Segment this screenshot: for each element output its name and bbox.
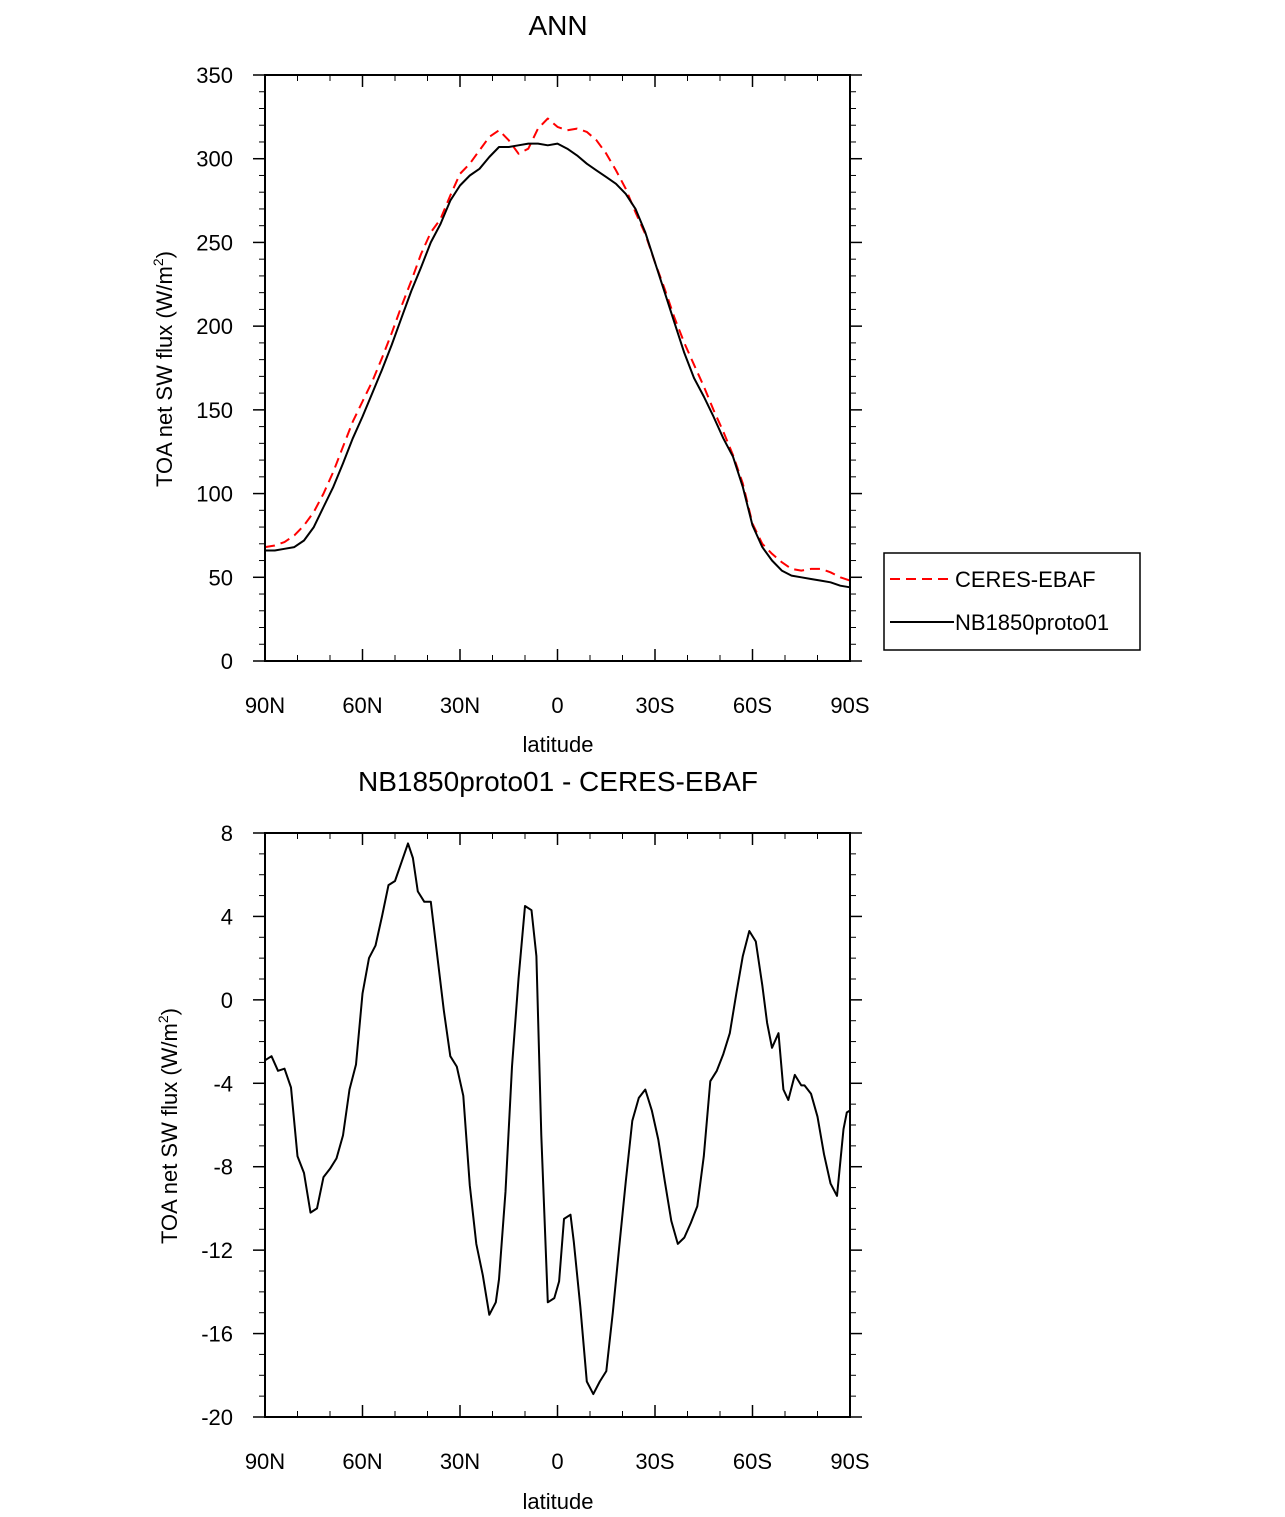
x-tick-label: 60S xyxy=(733,693,772,718)
legend: CERES-EBAF NB1850proto01 xyxy=(883,552,1141,651)
y-axis-label: TOA net SW flux (W/m2) xyxy=(150,251,177,487)
series-line-nb1850proto01 xyxy=(265,142,851,589)
y-tick-label: 100 xyxy=(196,482,233,507)
plot-lines xyxy=(264,117,851,589)
x-tick-label: 60S xyxy=(733,1449,772,1474)
x-tick-label: 90N xyxy=(245,1449,285,1474)
chart-panel-difference: NB1850proto01 - CERES-EBAF TOA net SW fl… xyxy=(155,766,870,1514)
y-axis-label-superscript: 2 xyxy=(155,1015,171,1023)
axis-ticks: 90N 60N 30N 0 30S 60S 90S -20 -16 -12 -8 -4 0 4 8 xyxy=(201,821,869,1474)
y-tick-label: -20 xyxy=(201,1405,233,1430)
series-line-difference xyxy=(264,842,851,1396)
plot-lines xyxy=(264,842,851,1396)
x-tick-label: 60N xyxy=(342,1449,382,1474)
x-tick-label: 30N xyxy=(440,1449,480,1474)
y-axis-label-close: ) xyxy=(157,1008,182,1015)
chart-panel-mean: ANN TOA net SW flux (W/m2) latitude 90N 6… xyxy=(150,10,870,757)
x-tick-label: 0 xyxy=(551,1449,563,1474)
y-tick-label: 50 xyxy=(209,565,233,590)
series-line-ceres-ebaf xyxy=(264,117,851,582)
y-tick-label: -12 xyxy=(201,1238,233,1263)
legend-label-nb1850proto01: NB1850proto01 xyxy=(955,610,1109,635)
x-tick-label: 0 xyxy=(551,693,563,718)
y-tick-label: 0 xyxy=(221,988,233,1013)
y-tick-label: 350 xyxy=(196,63,233,88)
x-tick-label: 90S xyxy=(830,1449,869,1474)
chart-title: NB1850proto01 - CERES-EBAF xyxy=(358,766,758,797)
plot-frame xyxy=(264,832,851,1418)
x-axis-label: latitude xyxy=(523,732,594,757)
plot-frame xyxy=(264,74,851,662)
legend-label-ceres-ebaf: CERES-EBAF xyxy=(955,567,1096,592)
x-axis-label: latitude xyxy=(523,1489,594,1514)
y-tick-label: 8 xyxy=(221,821,233,846)
y-tick-label: 4 xyxy=(221,904,233,929)
x-tick-label: 90S xyxy=(830,693,869,718)
y-tick-label: 250 xyxy=(196,230,233,255)
x-tick-label: 30S xyxy=(635,1449,674,1474)
y-axis-label-main: TOA net SW flux (W/m xyxy=(157,1023,182,1244)
x-tick-label: 90N xyxy=(245,693,285,718)
y-tick-label: -4 xyxy=(213,1071,233,1096)
y-axis-label-superscript: 2 xyxy=(150,258,166,266)
y-tick-label: 150 xyxy=(196,398,233,423)
y-axis-label-main: TOA net SW flux (W/m xyxy=(152,266,177,487)
x-tick-label: 60N xyxy=(342,693,382,718)
y-tick-label: 300 xyxy=(196,147,233,172)
x-tick-label: 30N xyxy=(440,693,480,718)
y-tick-label: 200 xyxy=(196,314,233,339)
y-axis-label-close: ) xyxy=(152,251,177,258)
y-tick-label: 0 xyxy=(221,649,233,674)
chart-title: ANN xyxy=(528,10,587,41)
axis-ticks: 90N 60N 30N 0 30S 60S 90S 0 50 100 150 200 250 300 350 xyxy=(196,63,869,718)
y-axis-label: TOA net SW flux (W/m2) xyxy=(155,1008,182,1244)
legend-box xyxy=(883,552,1141,651)
y-tick-label: -8 xyxy=(213,1155,233,1180)
x-tick-label: 30S xyxy=(635,693,674,718)
y-tick-label: -16 xyxy=(201,1322,233,1347)
